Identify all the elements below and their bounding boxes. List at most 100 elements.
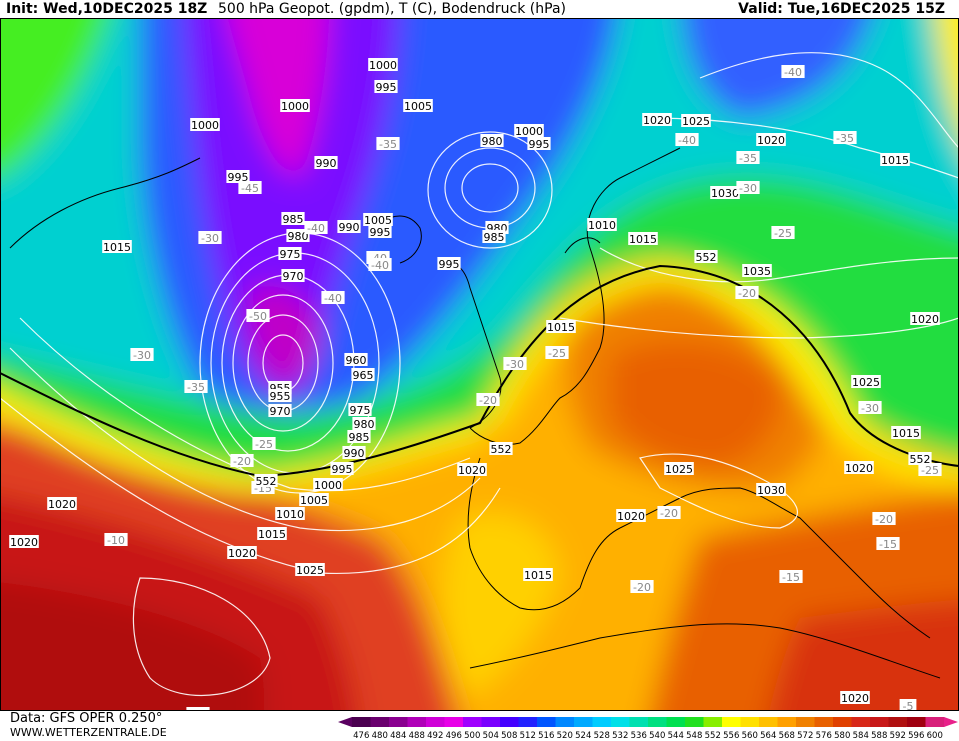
isobar-label-text: 985	[484, 231, 505, 244]
legend-tick-label: 580	[834, 731, 850, 741]
isobar-label-text: 1015	[881, 154, 909, 167]
temperature-label: -35	[833, 131, 857, 145]
isobar-label: 1020	[9, 535, 39, 549]
init-time-label: Init: Wed,10DEC2025 18Z	[6, 1, 208, 17]
temperature-label-text: -25	[921, 464, 939, 477]
temperature-label: -25	[252, 437, 276, 451]
isobar-label: 1020	[616, 509, 646, 523]
temperature-label-text: -25	[548, 347, 566, 360]
temperature-label: -40	[368, 258, 392, 272]
weather-map: 1000995100510001000990995985980975970990…	[0, 18, 959, 711]
temperature-label: -20	[872, 512, 896, 526]
isobar-label: 975	[348, 403, 372, 417]
isobar-label: 980	[286, 229, 310, 243]
temperature-label: -30	[198, 231, 222, 245]
temperature-label: -35	[376, 137, 400, 151]
isobar-label: 1020	[227, 546, 257, 560]
temperature-label-text: -30	[133, 349, 151, 362]
isobar-label-text: 995	[439, 258, 460, 271]
isobar-label-text: 1010	[588, 219, 616, 232]
temperature-label: -25	[771, 226, 795, 240]
isobar-label: 955	[268, 389, 292, 403]
temperature-label-text: -5	[903, 700, 914, 711]
legend-swatch	[611, 717, 630, 727]
legend-swatch	[648, 717, 667, 727]
isobar-label: 960	[344, 353, 368, 367]
temperature-label: -15	[779, 570, 803, 584]
isobar-label-text: 990	[316, 157, 337, 170]
isobar-label-text: 1015	[103, 241, 131, 254]
legend-tick-labels: 476 480 484 488 492 496 500 504 508 512 516 520 524 5…	[353, 731, 943, 741]
legend-swatch	[574, 717, 593, 727]
legend-tick-label: 524	[575, 731, 591, 741]
legend-tick-label: 492	[427, 731, 443, 741]
chart-title: 500 hPa Geopot. (gpdm), T (C), Bodendruc…	[218, 1, 566, 17]
data-source-label: Data: GFS OPER 0.250°	[10, 711, 163, 726]
isobar-label: 1020	[457, 463, 487, 477]
isobar-label: 1015	[257, 527, 287, 541]
temperature-label: -20	[230, 454, 254, 468]
temperature-label: -45	[238, 181, 262, 195]
isobar-label: 1030	[756, 483, 786, 497]
legend-tick-label: 528	[594, 731, 610, 741]
isobar-label-text: 1015	[547, 321, 575, 334]
isobar-label-text: 1015	[629, 233, 657, 246]
isobar-label-text: 1025	[296, 564, 324, 577]
legend-swatch	[537, 717, 556, 727]
isobar-label: 985	[281, 212, 305, 226]
isobar-label: 1025	[295, 563, 325, 577]
legend-swatch	[833, 717, 852, 727]
isobar-label-text: 1005	[364, 214, 392, 227]
legend-tick-label: 496	[446, 731, 462, 741]
legend-swatch	[796, 717, 815, 727]
temperature-label: -20	[476, 393, 500, 407]
temperature-label-text: -20	[233, 455, 251, 468]
isobar-label-text: 1030	[757, 484, 785, 497]
legend-swatch	[426, 717, 445, 727]
isobar-label-text: 980	[482, 135, 503, 148]
isobar-label-text: 1000	[515, 125, 543, 138]
geopotential-shading	[0, 18, 959, 711]
isobar-label: 1015	[891, 426, 921, 440]
legend-swatch	[685, 717, 704, 727]
isobar-label-text: 1025	[665, 463, 693, 476]
isobar-label-text: 1020	[10, 536, 38, 549]
temperature-label-text: -10	[189, 708, 207, 711]
legend-swatch	[666, 717, 686, 727]
isobar-label: 1035	[742, 264, 772, 278]
isobar-label-text: 1020	[643, 114, 671, 127]
temperature-label-text: -50	[249, 310, 267, 323]
isobar-label-text: 995	[228, 171, 249, 184]
temperature-label: -30	[858, 401, 882, 415]
legend-tick-label: 576	[816, 731, 832, 741]
isobar-label: 1015	[523, 568, 553, 582]
isobar-label-text: 1025	[852, 376, 880, 389]
isobar-label: 990	[337, 220, 361, 234]
legend-swatch	[759, 717, 778, 727]
legend-tick-label: 600	[927, 731, 943, 741]
isobar-label-text: 1020	[458, 464, 486, 477]
temperature-label: -20	[657, 506, 681, 520]
isobar-label-text: 990	[339, 221, 360, 234]
temperature-label: -35	[184, 380, 208, 394]
isobar-label-text: 995	[529, 138, 550, 151]
legend-tick-label: 548	[686, 731, 702, 741]
legend-swatch	[703, 717, 723, 727]
temperature-labels: -40-40-35-35-30-25-35-45-40-30-40-40-40-…	[104, 65, 942, 711]
isobar-label: 990	[314, 156, 338, 170]
isobar-label-text: 1015	[892, 427, 920, 440]
temperature-label: -25	[918, 463, 942, 477]
isobar-label: 1010	[275, 507, 305, 521]
isobar-label: 1015	[546, 320, 576, 334]
isobar-label: 995	[226, 170, 250, 184]
legend-swatch	[851, 717, 871, 727]
temperature-label-text: -30	[861, 402, 879, 415]
isobar-label-text: 1005	[404, 100, 432, 113]
legend-tick-label: 480	[372, 731, 388, 741]
contour-552-label: 552	[908, 452, 932, 466]
legend-tick-label: 544	[668, 731, 684, 741]
isobar-label: 970	[268, 404, 292, 418]
temperature-label: -20	[630, 580, 654, 594]
isobar-label-text: 985	[349, 431, 370, 444]
isobar-label-text: 1000	[314, 479, 342, 492]
